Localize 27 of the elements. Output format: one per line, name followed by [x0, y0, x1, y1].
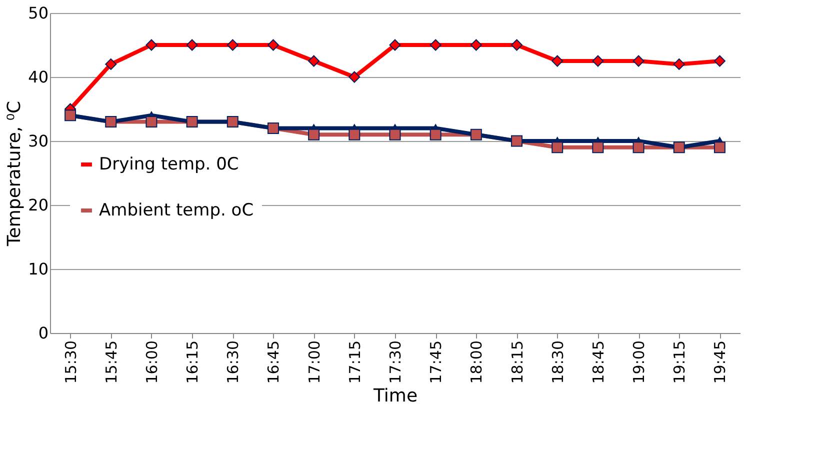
x-tick-label: 16:30 [224, 340, 242, 384]
y-tick-label: 20 [28, 196, 48, 214]
x-tick-label: 15:30 [62, 340, 80, 384]
x-tick-label: 17:15 [346, 340, 364, 384]
x-tick-label: 19:00 [630, 340, 648, 384]
y-tick-label: 0 [38, 324, 48, 342]
x-axis-title: Time [372, 386, 418, 407]
y-tick-label: 40 [28, 68, 48, 86]
x-tick-label: 15:45 [102, 340, 120, 384]
x-tick-label: 17:00 [305, 340, 324, 384]
y-axis-title: Temperature, ⁰C [4, 100, 26, 248]
x-tick-label: 18:00 [468, 340, 486, 384]
x-tick-label: 16:15 [184, 340, 202, 384]
legend-label: Ambient temp. oC [99, 200, 254, 220]
x-tick-label: 16:45 [264, 340, 283, 384]
x-tick-label: 17:30 [386, 340, 404, 384]
x-tick-label: 16:00 [142, 340, 161, 384]
x-tick-label: 18:15 [508, 340, 526, 384]
y-tick-label: 30 [28, 132, 48, 150]
legend-label: Drying temp. 0C [99, 154, 239, 174]
y-tick-label: 50 [28, 4, 48, 22]
x-tick-label: 19:45 [711, 340, 730, 384]
x-tick-label: 19:15 [670, 340, 689, 384]
x-tick-label: 18:30 [548, 340, 567, 384]
y-tick-label: 10 [28, 260, 48, 278]
x-tick-label: 17:45 [427, 340, 446, 384]
x-tick-label: 18:45 [589, 340, 608, 384]
